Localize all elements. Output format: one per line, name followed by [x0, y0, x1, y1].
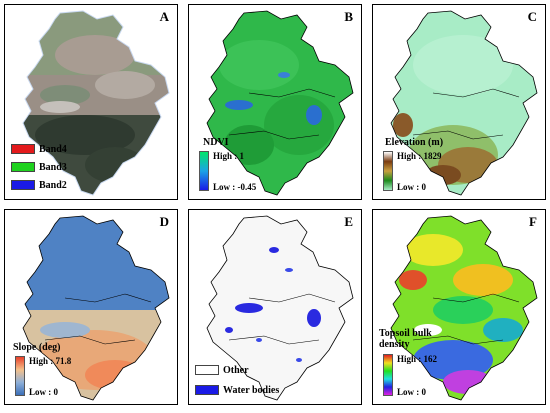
panel-c: C Elevation (m) High : 1829 Low : 0 — [372, 4, 546, 200]
elevation-color-ramp — [383, 151, 393, 191]
legend-title: Slope (deg) — [13, 342, 61, 353]
legend-label: Other — [223, 364, 249, 376]
legend-item: Other — [195, 364, 249, 376]
legend-high: High : 1829 — [397, 151, 442, 161]
water-bodies-swatch — [195, 385, 219, 395]
legend-item: Water bodies — [195, 384, 279, 396]
band2-swatch — [11, 180, 35, 190]
legend-low: Low : 0 — [397, 182, 426, 192]
band4-swatch — [11, 144, 35, 154]
legend-title: Elevation (m) — [385, 137, 444, 148]
panel-b: B NDVI High : 1 Low : -0.45 — [188, 4, 362, 200]
legend-label: Band2 — [39, 179, 67, 191]
panel-f: F Topsoil bulk density High : 162 Low : … — [372, 209, 546, 405]
map-e-water-bodies — [206, 215, 354, 401]
band3-swatch — [11, 162, 35, 172]
legend-title: NDVI — [203, 137, 229, 148]
panel-letter: C — [527, 9, 537, 24]
panel-e: E Other Water bodies — [188, 209, 362, 405]
map-f-bulk-density — [390, 215, 538, 401]
other-swatch — [195, 365, 219, 375]
panel-letter: F — [529, 214, 537, 229]
map-d-slope — [22, 215, 170, 401]
legend-item: Band3 — [11, 161, 67, 173]
map-c-elevation — [390, 10, 538, 196]
slope-color-ramp — [15, 356, 25, 396]
legend-high: High : 71.8 — [29, 356, 72, 366]
legend-low: Low : 0 — [29, 387, 58, 397]
panel-a: A Band4 Band3 Band2 — [4, 4, 178, 200]
panel-d: D Slope (deg) High : 71.8 Low : 0 — [4, 209, 178, 405]
legend-high: High : 1 — [213, 151, 245, 161]
map-a-false-color — [22, 10, 170, 196]
panel-letter: B — [344, 9, 353, 24]
panel-letter: D — [159, 214, 169, 229]
panel-letter: E — [344, 214, 353, 229]
legend-item: Band4 — [11, 143, 67, 155]
bulk-density-color-ramp — [383, 354, 393, 396]
panel-letter: A — [159, 9, 169, 24]
legend-label: Band4 — [39, 143, 67, 155]
map-b-ndvi — [206, 10, 354, 196]
ndvi-color-ramp — [199, 151, 209, 191]
legend-high: High : 162 — [397, 354, 438, 364]
legend-item: Band2 — [11, 179, 67, 191]
legend-title: Topsoil bulk density — [379, 328, 432, 350]
legend-low: Low : -0.45 — [213, 182, 257, 192]
legend-low: Low : 0 — [397, 387, 426, 397]
legend-label: Water bodies — [223, 384, 280, 396]
legend-label: Band3 — [39, 161, 67, 173]
